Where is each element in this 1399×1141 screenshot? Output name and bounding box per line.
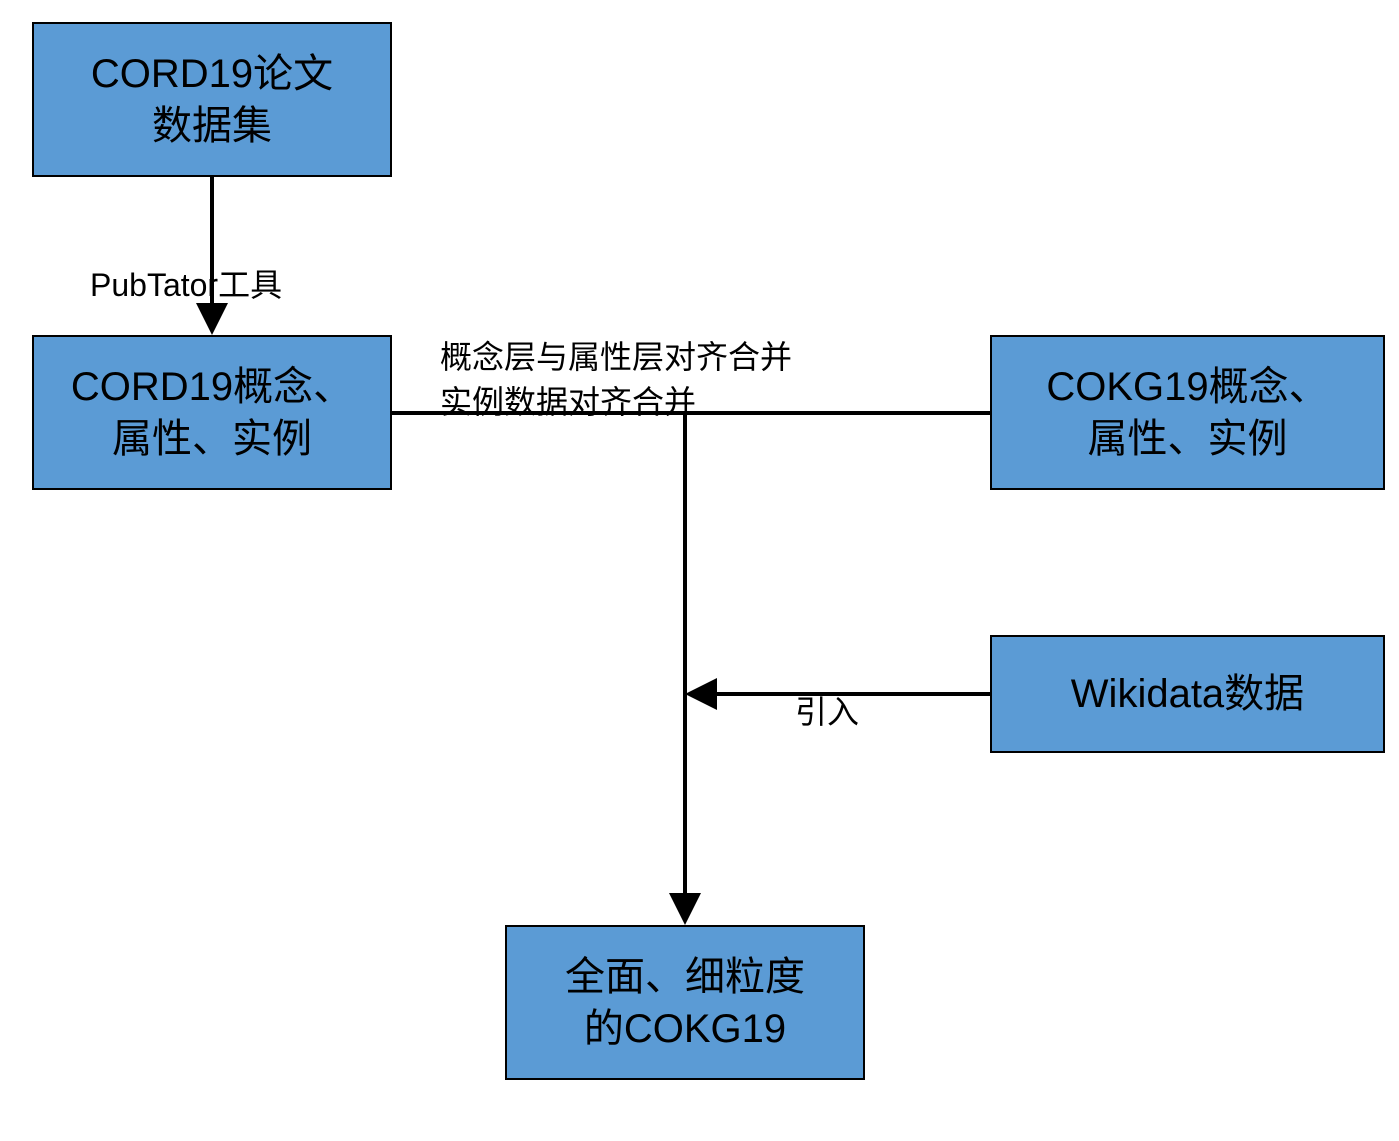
edge-label-import: 引入 bbox=[795, 645, 859, 735]
edge-label-pubtator: PubTator工具 bbox=[90, 218, 282, 308]
node-label: CORD19概念、属性、实例 bbox=[71, 361, 353, 465]
node-label: Wikidata数据 bbox=[1071, 668, 1304, 720]
node-label: CORD19论文数据集 bbox=[91, 48, 333, 152]
node-cokg19-concepts: COKG19概念、属性、实例 bbox=[990, 335, 1385, 490]
node-cokg19-full: 全面、细粒度的COKG19 bbox=[505, 925, 865, 1080]
node-cord19-concepts: CORD19概念、属性、实例 bbox=[32, 335, 392, 490]
node-label: COKG19概念、属性、实例 bbox=[1046, 361, 1328, 465]
edge-label-align-merge: 概念层与属性层对齐合并实例数据对齐合并 bbox=[440, 290, 792, 424]
node-label: 全面、细粒度的COKG19 bbox=[565, 951, 805, 1055]
node-cord19-papers: CORD19论文数据集 bbox=[32, 22, 392, 177]
node-wikidata: Wikidata数据 bbox=[990, 635, 1385, 753]
